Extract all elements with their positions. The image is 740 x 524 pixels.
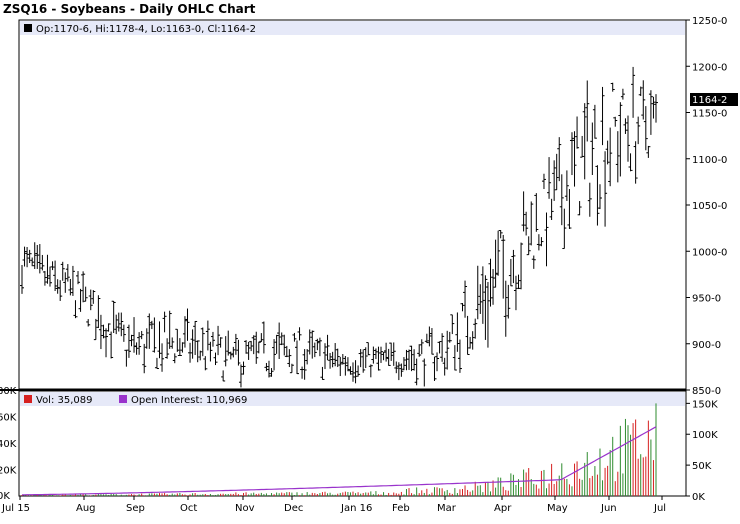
chart-title: ZSQ16 - Soybeans - Daily OHLC Chart [3,2,256,16]
vol-tick-label-left: 20K [0,466,17,477]
price-legend-bar [20,21,685,35]
oi-swatch [119,395,127,403]
price-tick-label: 1200-0 [692,62,727,73]
price-tick-label: 950-0 [692,294,721,305]
price-bars [20,66,658,388]
vol-tick-label-right: 150K [692,399,718,410]
vol-tick-label-left: 40K [0,439,17,450]
x-tick-label: May [547,503,568,514]
x-tick-label: Jul 15 [1,503,30,514]
vol-legend: Vol: 35,089 [36,395,93,406]
x-tick-label: Aug [76,503,96,514]
open-interest-line [22,426,657,496]
price-tick-label: 1150-0 [692,109,727,120]
last-price-text: 1164-2 [692,95,727,106]
volume-panel: Vol: 35,089 Open Interest: 110,969 150K 1… [0,386,718,503]
vol-tick-label-left: 80K [0,386,17,397]
price-tick-label: 850-0 [692,386,721,397]
vol-tick-label-right: 50K [692,461,712,472]
price-tick-label: 1000-0 [692,247,727,258]
volume-bars [21,403,657,496]
x-tick-label: Jul [653,503,666,514]
x-tick-label: Nov [235,503,255,514]
x-tick-label: Sep [126,503,145,514]
last-price-label: 1164-2 [690,93,738,106]
vol-tick-label-right: 100K [692,430,718,441]
x-tick-label: Dec [284,503,303,514]
price-tick-label: 1250-0 [692,16,727,27]
x-tick-label: Oct [180,503,197,514]
x-tick-label: Jun [600,503,617,514]
price-tick-label: 1050-0 [692,201,727,212]
price-tick-label: 900-0 [692,340,721,351]
price-panel: Op:1170-6, Hi:1178-4, Lo:1163-0, Cl:1164… [18,16,738,397]
x-tick-label: Mar [437,503,457,514]
volume-legend-bar [20,392,685,406]
oi-legend: Open Interest: 110,969 [131,395,247,406]
price-tick-label: 1100-0 [692,155,727,166]
price-legend: Op:1170-6, Hi:1178-4, Lo:1163-0, Cl:1164… [36,24,256,35]
x-tick-label: Jan 16 [340,503,372,514]
vol-tick-label-right: 0K [692,492,705,503]
vol-tick-label-left: 0K [0,491,10,502]
price-legend-swatch [24,24,32,32]
x-tick-label: Feb [392,503,410,514]
x-tick-label: Apr [494,503,512,514]
vol-swatch [24,395,32,403]
vol-tick-label-left: 60K [0,413,17,424]
